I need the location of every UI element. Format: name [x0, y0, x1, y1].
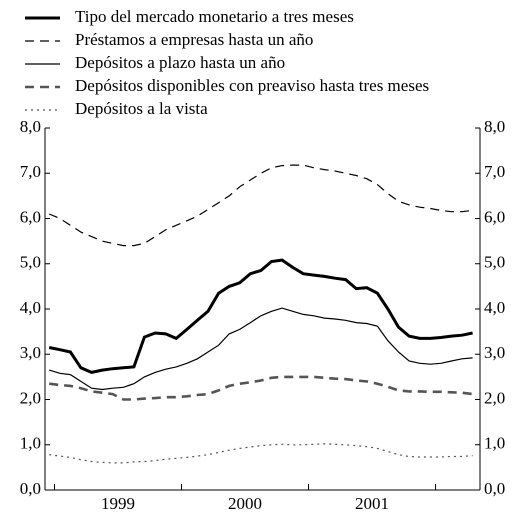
y2-tick-label: 8,0 — [484, 117, 505, 136]
x-tick-label: 2000 — [228, 494, 262, 513]
y2-tick-label: 3,0 — [484, 343, 505, 362]
y-tick-label: 1,0 — [20, 434, 41, 453]
x-tick-label: 2001 — [355, 494, 389, 513]
x-tick-label: 1999 — [101, 494, 135, 513]
y2-tick-label: 1,0 — [484, 434, 505, 453]
y2-tick-label: 5,0 — [484, 253, 505, 272]
y-tick-label: 3,0 — [20, 343, 41, 362]
y2-tick-label: 4,0 — [484, 298, 505, 317]
y2-tick-label: 0,0 — [484, 479, 505, 498]
legend-label: Depósitos a la vista — [75, 99, 208, 118]
y-tick-label: 0,0 — [20, 479, 41, 498]
series-line — [49, 307, 473, 391]
y-tick-label: 6,0 — [20, 207, 41, 226]
y2-tick-label: 6,0 — [484, 207, 505, 226]
y-tick-label: 2,0 — [20, 388, 41, 407]
y-tick-label: 5,0 — [20, 253, 41, 272]
y-tick-label: 8,0 — [20, 117, 41, 136]
legend-label: Depósitos disponibles con preaviso hasta… — [75, 76, 429, 95]
series-line — [49, 375, 473, 401]
series-line — [48, 258, 473, 374]
y-tick-label: 4,0 — [20, 298, 41, 317]
series-line — [48, 164, 473, 247]
legend-label: Depósitos a plazo hasta un año — [75, 53, 285, 72]
legend-label: Préstamos a empresas hasta un año — [75, 30, 313, 49]
series-line — [49, 443, 473, 464]
y2-tick-label: 7,0 — [484, 162, 505, 181]
legend-label: Tipo del mercado monetario a tres meses — [75, 7, 354, 26]
y2-tick-label: 2,0 — [484, 388, 505, 407]
y-tick-label: 7,0 — [20, 162, 41, 181]
